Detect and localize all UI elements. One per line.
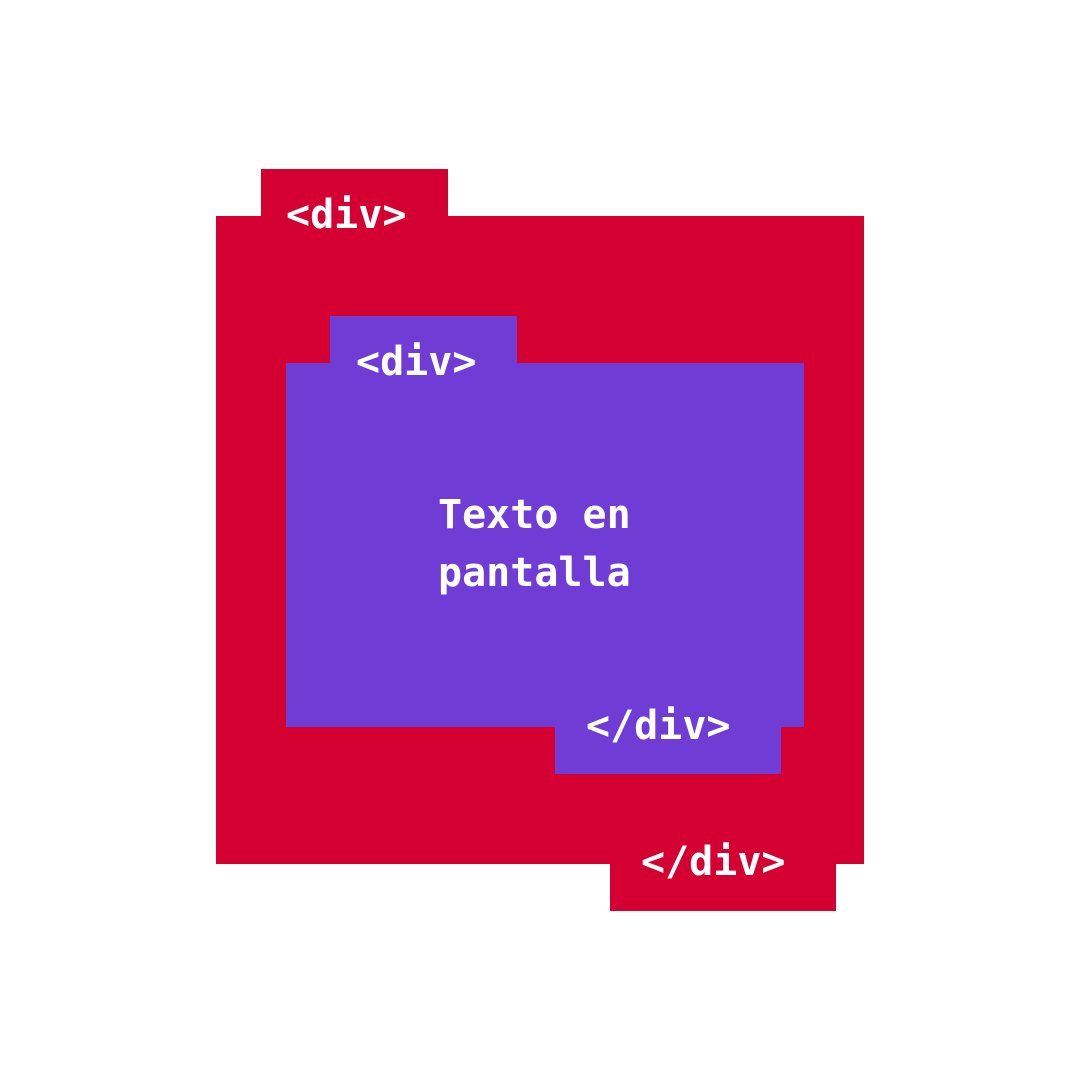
inner-div-box xyxy=(286,363,804,727)
inner-div-close-tag: </div> xyxy=(586,703,731,749)
inner-div-content: Texto en pantalla xyxy=(438,486,631,602)
outer-div-close-tab xyxy=(610,863,836,911)
content-line-2: pantalla xyxy=(438,550,631,596)
inner-div-open-tab xyxy=(330,316,517,364)
inner-div-close-tab xyxy=(555,726,781,774)
content-line-1: Texto en xyxy=(438,492,631,538)
outer-div-open-tag: <div> xyxy=(286,192,407,238)
outer-div-open-tab xyxy=(261,169,448,217)
inner-div-open-tag: <div> xyxy=(356,339,477,385)
outer-div-close-tag: </div> xyxy=(641,839,786,885)
